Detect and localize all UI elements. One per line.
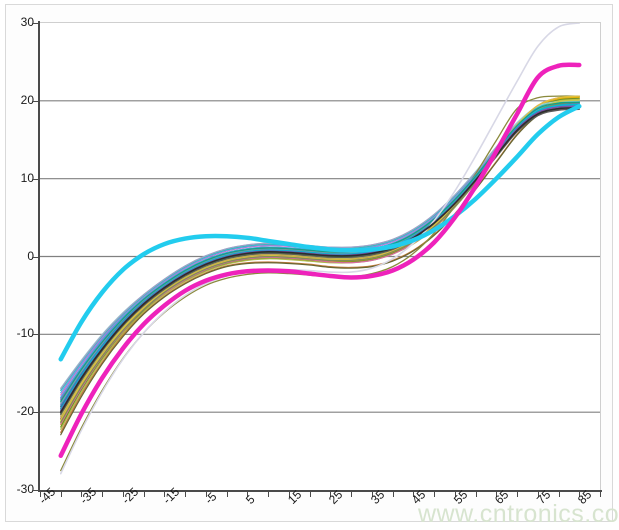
x-tick-mark — [40, 491, 41, 497]
x-tick-mark — [371, 491, 373, 497]
plot-area — [39, 22, 601, 491]
y-tick-label: -10 — [16, 326, 34, 341]
x-tick-mark — [413, 491, 415, 497]
x-tick-mark — [143, 491, 145, 497]
x-tick-mark — [496, 491, 498, 497]
x-axis-line — [38, 490, 602, 492]
y-tick-label: 10 — [20, 170, 34, 185]
y-tick-label: -30 — [16, 482, 34, 496]
x-tick-mark — [226, 491, 228, 497]
x-tick-mark — [434, 491, 436, 497]
x-tick-mark — [392, 491, 394, 497]
x-tick-mark — [558, 491, 560, 497]
x-tick-mark — [351, 491, 353, 497]
chart-canvas — [40, 23, 600, 475]
x-tick-mark — [102, 491, 104, 497]
x-tick-mark — [122, 491, 124, 497]
y-axis-labels: 30 20 10 0 -10 -20 -30 — [0, 0, 39, 530]
curve-faint-outlier-upper — [59, 23, 581, 475]
y-tick-mark — [32, 412, 39, 414]
x-tick-mark — [475, 491, 477, 497]
x-tick-mark — [330, 491, 332, 497]
x-tick-mark — [454, 491, 456, 497]
x-tick-mark — [247, 491, 249, 497]
x-tick-mark — [205, 491, 207, 497]
x-tick-mark — [185, 491, 187, 497]
x-tick-mark — [81, 491, 83, 497]
curve-upper-envelope-cyan — [58, 104, 582, 362]
x-tick-mark — [309, 491, 311, 497]
y-tick-label: 20 — [20, 92, 34, 107]
y-tick-label: 0 — [27, 248, 34, 263]
curve-lower-envelope-magenta — [58, 62, 582, 458]
x-tick-mark — [288, 491, 290, 497]
y-axis-line — [38, 21, 40, 492]
y-tick-mark — [32, 490, 39, 491]
x-tick-mark — [579, 491, 581, 497]
y-tick-mark — [32, 178, 39, 180]
x-tick-mark — [600, 491, 601, 497]
data-curves — [58, 23, 582, 475]
curve-olive-outlier-lower — [60, 95, 580, 472]
x-tick-mark — [537, 491, 539, 497]
y-tick-mark — [32, 100, 39, 102]
x-tick-mark — [164, 491, 166, 497]
y-tick-mark — [32, 23, 39, 24]
y-tick-mark — [32, 334, 39, 336]
y-tick-mark — [32, 256, 39, 258]
x-tick-mark — [517, 491, 519, 497]
curve-bundle-031 — [60, 105, 580, 436]
y-tick-label: 30 — [20, 15, 34, 29]
x-tick-mark — [60, 491, 62, 497]
y-tick-label: -20 — [16, 404, 34, 419]
x-tick-mark — [268, 491, 270, 497]
